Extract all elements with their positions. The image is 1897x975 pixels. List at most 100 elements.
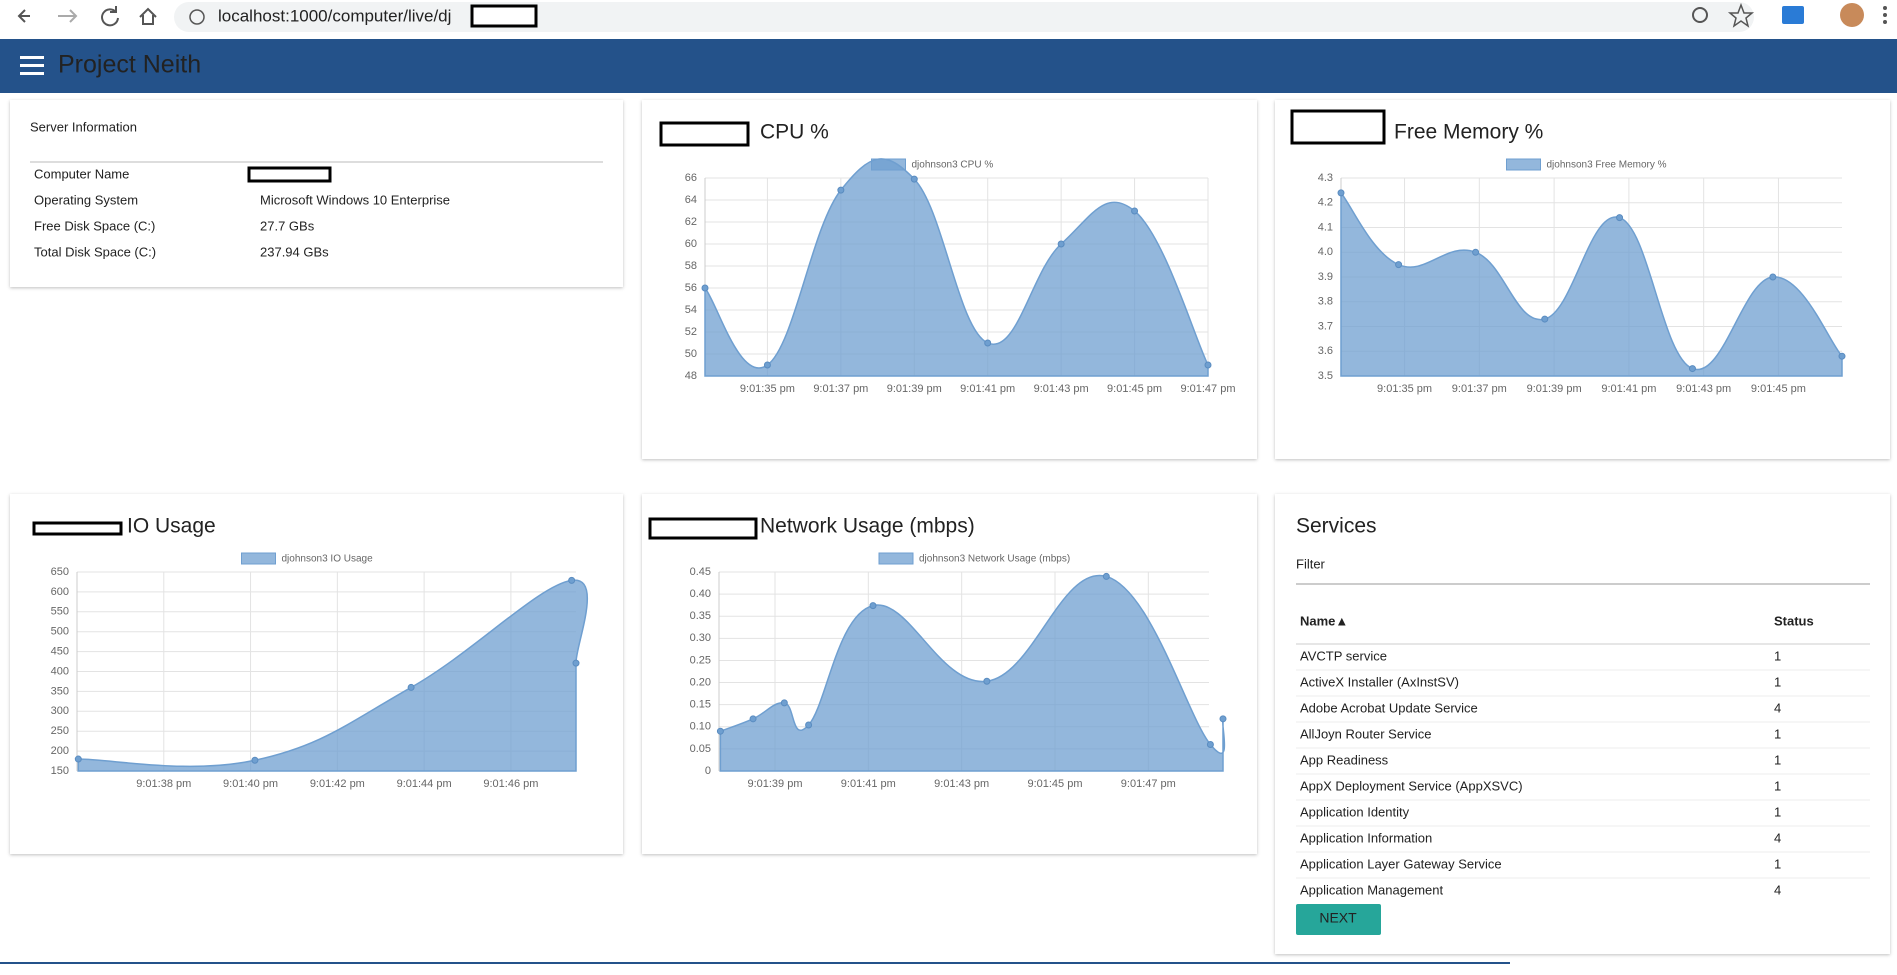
point bbox=[568, 576, 576, 584]
redaction bbox=[32, 521, 123, 536]
filter-input[interactable]: Filter bbox=[1296, 556, 1326, 571]
back-button[interactable] bbox=[17, 9, 30, 23]
y-tick-label: 4.1 bbox=[1318, 221, 1333, 233]
y-tick-label: 400 bbox=[51, 665, 69, 677]
column-header[interactable]: Status bbox=[1774, 613, 1814, 628]
services-card bbox=[1275, 494, 1890, 954]
x-tick-label: 9:01:45 pm bbox=[1107, 383, 1162, 395]
y-tick-label: 250 bbox=[51, 725, 69, 737]
next-label[interactable]: NEXT bbox=[1319, 910, 1357, 926]
redaction bbox=[659, 121, 750, 147]
y-tick-label: 0.45 bbox=[690, 566, 711, 578]
y-tick-label: 3.6 bbox=[1318, 345, 1333, 357]
point bbox=[837, 186, 845, 194]
x-tick-label: 9:01:44 pm bbox=[397, 778, 452, 790]
service-name: ActiveX Installer (AxInstSV) bbox=[1300, 674, 1459, 689]
menu-dot[interactable] bbox=[1883, 6, 1887, 10]
y-tick-label: 550 bbox=[51, 606, 69, 618]
y-tick-label: 0.40 bbox=[690, 588, 711, 600]
legend-label: djohnson3 Free Memory % bbox=[1547, 160, 1667, 171]
info-label: Total Disk Space (C:) bbox=[34, 244, 156, 259]
point bbox=[1206, 740, 1214, 748]
service-name: Application Management bbox=[1300, 882, 1443, 897]
redaction bbox=[247, 166, 332, 183]
bookmark-icon[interactable] bbox=[1727, 2, 1755, 28]
redaction bbox=[648, 517, 758, 540]
service-status: 4 bbox=[1774, 882, 1781, 897]
column-header[interactable]: Name▲ bbox=[1300, 613, 1348, 628]
x-tick-label: 9:01:37 pm bbox=[1452, 383, 1507, 395]
y-tick-label: 150 bbox=[51, 765, 69, 777]
y-tick-label: 0 bbox=[705, 765, 711, 777]
y-tick-label: 600 bbox=[51, 586, 69, 598]
reload-button[interactable] bbox=[101, 6, 119, 27]
y-tick-label: 450 bbox=[51, 646, 69, 658]
point bbox=[1337, 189, 1345, 197]
app-bar bbox=[0, 39, 1897, 93]
legend-label: djohnson3 Network Usage (mbps) bbox=[919, 554, 1070, 565]
next-button[interactable] bbox=[1296, 904, 1381, 935]
y-tick-label: 50 bbox=[685, 348, 697, 360]
service-status: 1 bbox=[1774, 804, 1781, 819]
y-tick-label: 66 bbox=[685, 172, 697, 184]
y-tick-label: 0.10 bbox=[690, 721, 711, 733]
service-name: Adobe Acrobat Update Service bbox=[1300, 700, 1478, 715]
y-tick-label: 0.25 bbox=[690, 654, 711, 666]
point bbox=[749, 715, 757, 723]
y-tick-label: 4.0 bbox=[1318, 246, 1333, 258]
avatar[interactable] bbox=[1840, 3, 1864, 27]
x-tick-label: 9:01:45 pm bbox=[1027, 778, 1082, 790]
menu-dot[interactable] bbox=[1883, 20, 1887, 24]
point bbox=[1688, 365, 1696, 373]
forward-button[interactable] bbox=[58, 9, 78, 23]
menu-icon[interactable] bbox=[20, 56, 44, 75]
y-tick-label: 48 bbox=[685, 370, 697, 382]
legend-swatch bbox=[241, 552, 276, 565]
y-tick-label: 0.20 bbox=[690, 676, 711, 688]
point bbox=[1541, 315, 1549, 323]
service-name: Application Layer Gateway Service bbox=[1300, 856, 1502, 871]
point bbox=[780, 699, 788, 707]
zoom-icon[interactable] bbox=[1692, 7, 1708, 23]
y-tick-label: 3.8 bbox=[1318, 296, 1333, 308]
point bbox=[407, 683, 415, 691]
y-tick-label: 56 bbox=[685, 282, 697, 294]
point bbox=[1204, 361, 1212, 369]
x-tick-label: 9:01:41 pm bbox=[960, 383, 1015, 395]
point bbox=[910, 175, 918, 183]
x-tick-label: 9:01:35 pm bbox=[740, 383, 795, 395]
y-tick-label: 62 bbox=[685, 216, 697, 228]
y-tick-label: 52 bbox=[685, 326, 697, 338]
cast-icon[interactable] bbox=[1782, 6, 1804, 24]
x-tick-label: 9:01:39 pm bbox=[1527, 383, 1582, 395]
menu-dot[interactable] bbox=[1883, 13, 1887, 17]
info-value: 237.94 GBs bbox=[260, 244, 329, 259]
point bbox=[1395, 261, 1403, 269]
redaction bbox=[470, 4, 538, 28]
point bbox=[983, 677, 991, 685]
redaction bbox=[1290, 109, 1386, 145]
y-tick-label: 3.9 bbox=[1318, 271, 1333, 283]
info-label: Computer Name bbox=[34, 166, 129, 181]
point bbox=[1616, 214, 1624, 222]
point bbox=[1472, 248, 1480, 256]
point bbox=[1102, 572, 1110, 580]
point bbox=[251, 756, 259, 764]
info-label: Free Disk Space (C:) bbox=[34, 218, 155, 233]
y-tick-label: 200 bbox=[51, 745, 69, 757]
service-status: 1 bbox=[1774, 674, 1781, 689]
y-tick-label: 650 bbox=[51, 566, 69, 578]
legend-swatch bbox=[1506, 158, 1541, 171]
point bbox=[1057, 240, 1065, 248]
point bbox=[1769, 273, 1777, 281]
home-button[interactable] bbox=[139, 7, 157, 25]
x-tick-label: 9:01:38 pm bbox=[136, 778, 191, 790]
point bbox=[74, 755, 82, 763]
point bbox=[869, 602, 877, 610]
chart-title: IO Usage bbox=[127, 515, 216, 538]
y-tick-label: 500 bbox=[51, 626, 69, 638]
address-bar[interactable] bbox=[174, 2, 1754, 32]
point bbox=[1838, 352, 1846, 360]
x-tick-label: 9:01:42 pm bbox=[310, 778, 365, 790]
card-title: Server Information bbox=[30, 119, 137, 134]
